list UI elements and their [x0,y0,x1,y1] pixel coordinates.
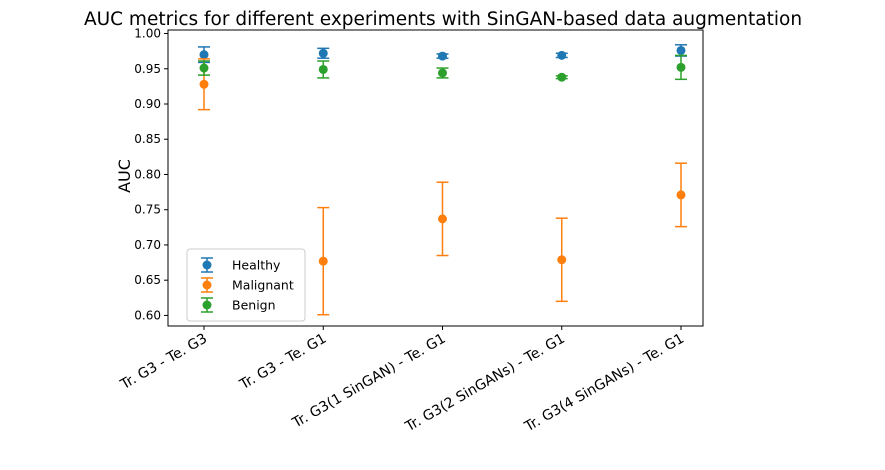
data-point-healthy [675,44,687,57]
legend-entry-label: Healthy [232,258,281,273]
marker-point [557,72,567,82]
y-tick-label: 0.95 [134,62,161,76]
data-point-benign [555,72,568,82]
data-point-malignant [317,206,330,316]
data-point-benign [675,54,687,81]
marker-point [676,190,686,200]
marker-point [199,50,209,60]
data-point-malignant [675,162,687,228]
chart-title: AUC metrics for different experiments wi… [84,9,802,30]
legend-entry-label: Benign [232,298,276,313]
marker-point [438,68,447,78]
data-point-malignant [555,217,568,303]
marker-point [438,214,447,224]
data-point-benign [198,60,210,76]
data-point-benign [317,60,330,79]
marker-point [676,45,686,55]
marker-point [676,62,686,72]
y-tick-label: 0.70 [134,238,161,252]
plot-area-frame [167,29,704,327]
y-tick-label: 0.90 [134,97,161,111]
legend-box [186,248,306,322]
data-point-healthy [317,47,330,59]
chart-marks: 0.60 0.65 0.70 0.75 0.80 0.85 0.90 0.95 1.00 Tr. … [117,27,687,436]
y-tick-label: 0.80 [134,167,161,181]
marker-point [557,50,567,60]
legend-marker [202,260,212,270]
x-tick-label: Tr. G3 - Te. G1 [236,331,329,394]
y-tick-label: 1.00 [134,27,161,41]
legend-marker [202,300,212,310]
data-point-healthy [555,50,568,60]
legend: Healthy Malignant Benign [186,248,306,322]
y-tick-label: 0.85 [134,132,161,146]
y-tick-label: 0.65 [134,273,161,287]
marker-point [318,256,328,266]
y-tick-label: 0.75 [134,203,161,217]
legend-entry-label: Malignant [232,278,294,293]
marker-point [318,48,328,58]
data-point-healthy [436,51,449,61]
marker-point [557,255,567,265]
data-point-benign [436,67,449,79]
marker-point [199,63,209,73]
data-point-healthy [198,46,210,64]
legend-marker [202,280,212,290]
y-axis-label: AUC [115,159,134,193]
marker-point [318,64,328,74]
y-tick-label: 0.60 [134,308,161,322]
data-point-malignant [436,181,449,257]
x-tick-label: Tr. G3 - Te. G3 [117,331,210,394]
marker-point [199,79,209,89]
marker-point [438,51,447,61]
